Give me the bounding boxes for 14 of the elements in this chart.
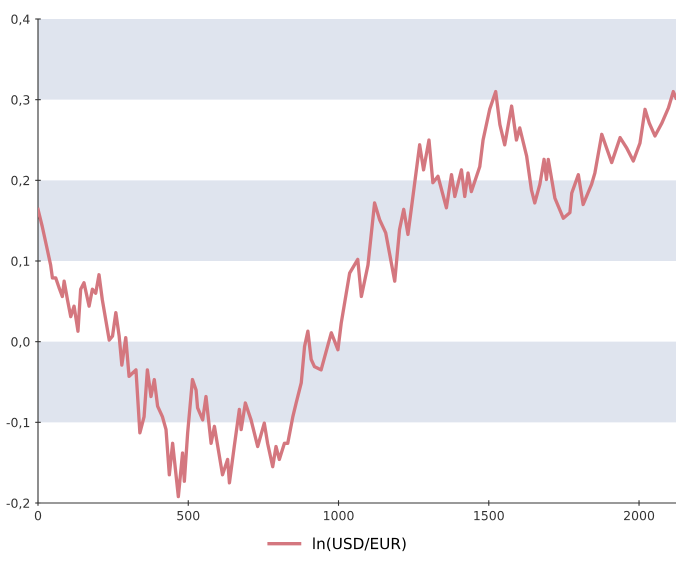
x-tick-label: 1500 bbox=[474, 510, 504, 520]
legend-label: ln(USD/EUR) bbox=[313, 537, 406, 552]
y-tick-label: 0,3 bbox=[11, 95, 30, 106]
x-tick-label: 2000 bbox=[624, 510, 654, 520]
y-tick-label: 0,0 bbox=[11, 337, 30, 348]
y-tick-label: 0,1 bbox=[11, 256, 30, 268]
x-tick-label: 500 bbox=[177, 510, 200, 520]
x-tick-label: 0 bbox=[34, 510, 42, 520]
y-tick-label: 0,4 bbox=[11, 14, 30, 26]
y-tick-label: -0,1 bbox=[6, 418, 30, 429]
x-tick-label: 1000 bbox=[324, 510, 354, 520]
y-tick-label: -0,2 bbox=[6, 498, 30, 510]
line-series bbox=[38, 90, 676, 498]
y-tick-label: 0,2 bbox=[11, 176, 30, 187]
